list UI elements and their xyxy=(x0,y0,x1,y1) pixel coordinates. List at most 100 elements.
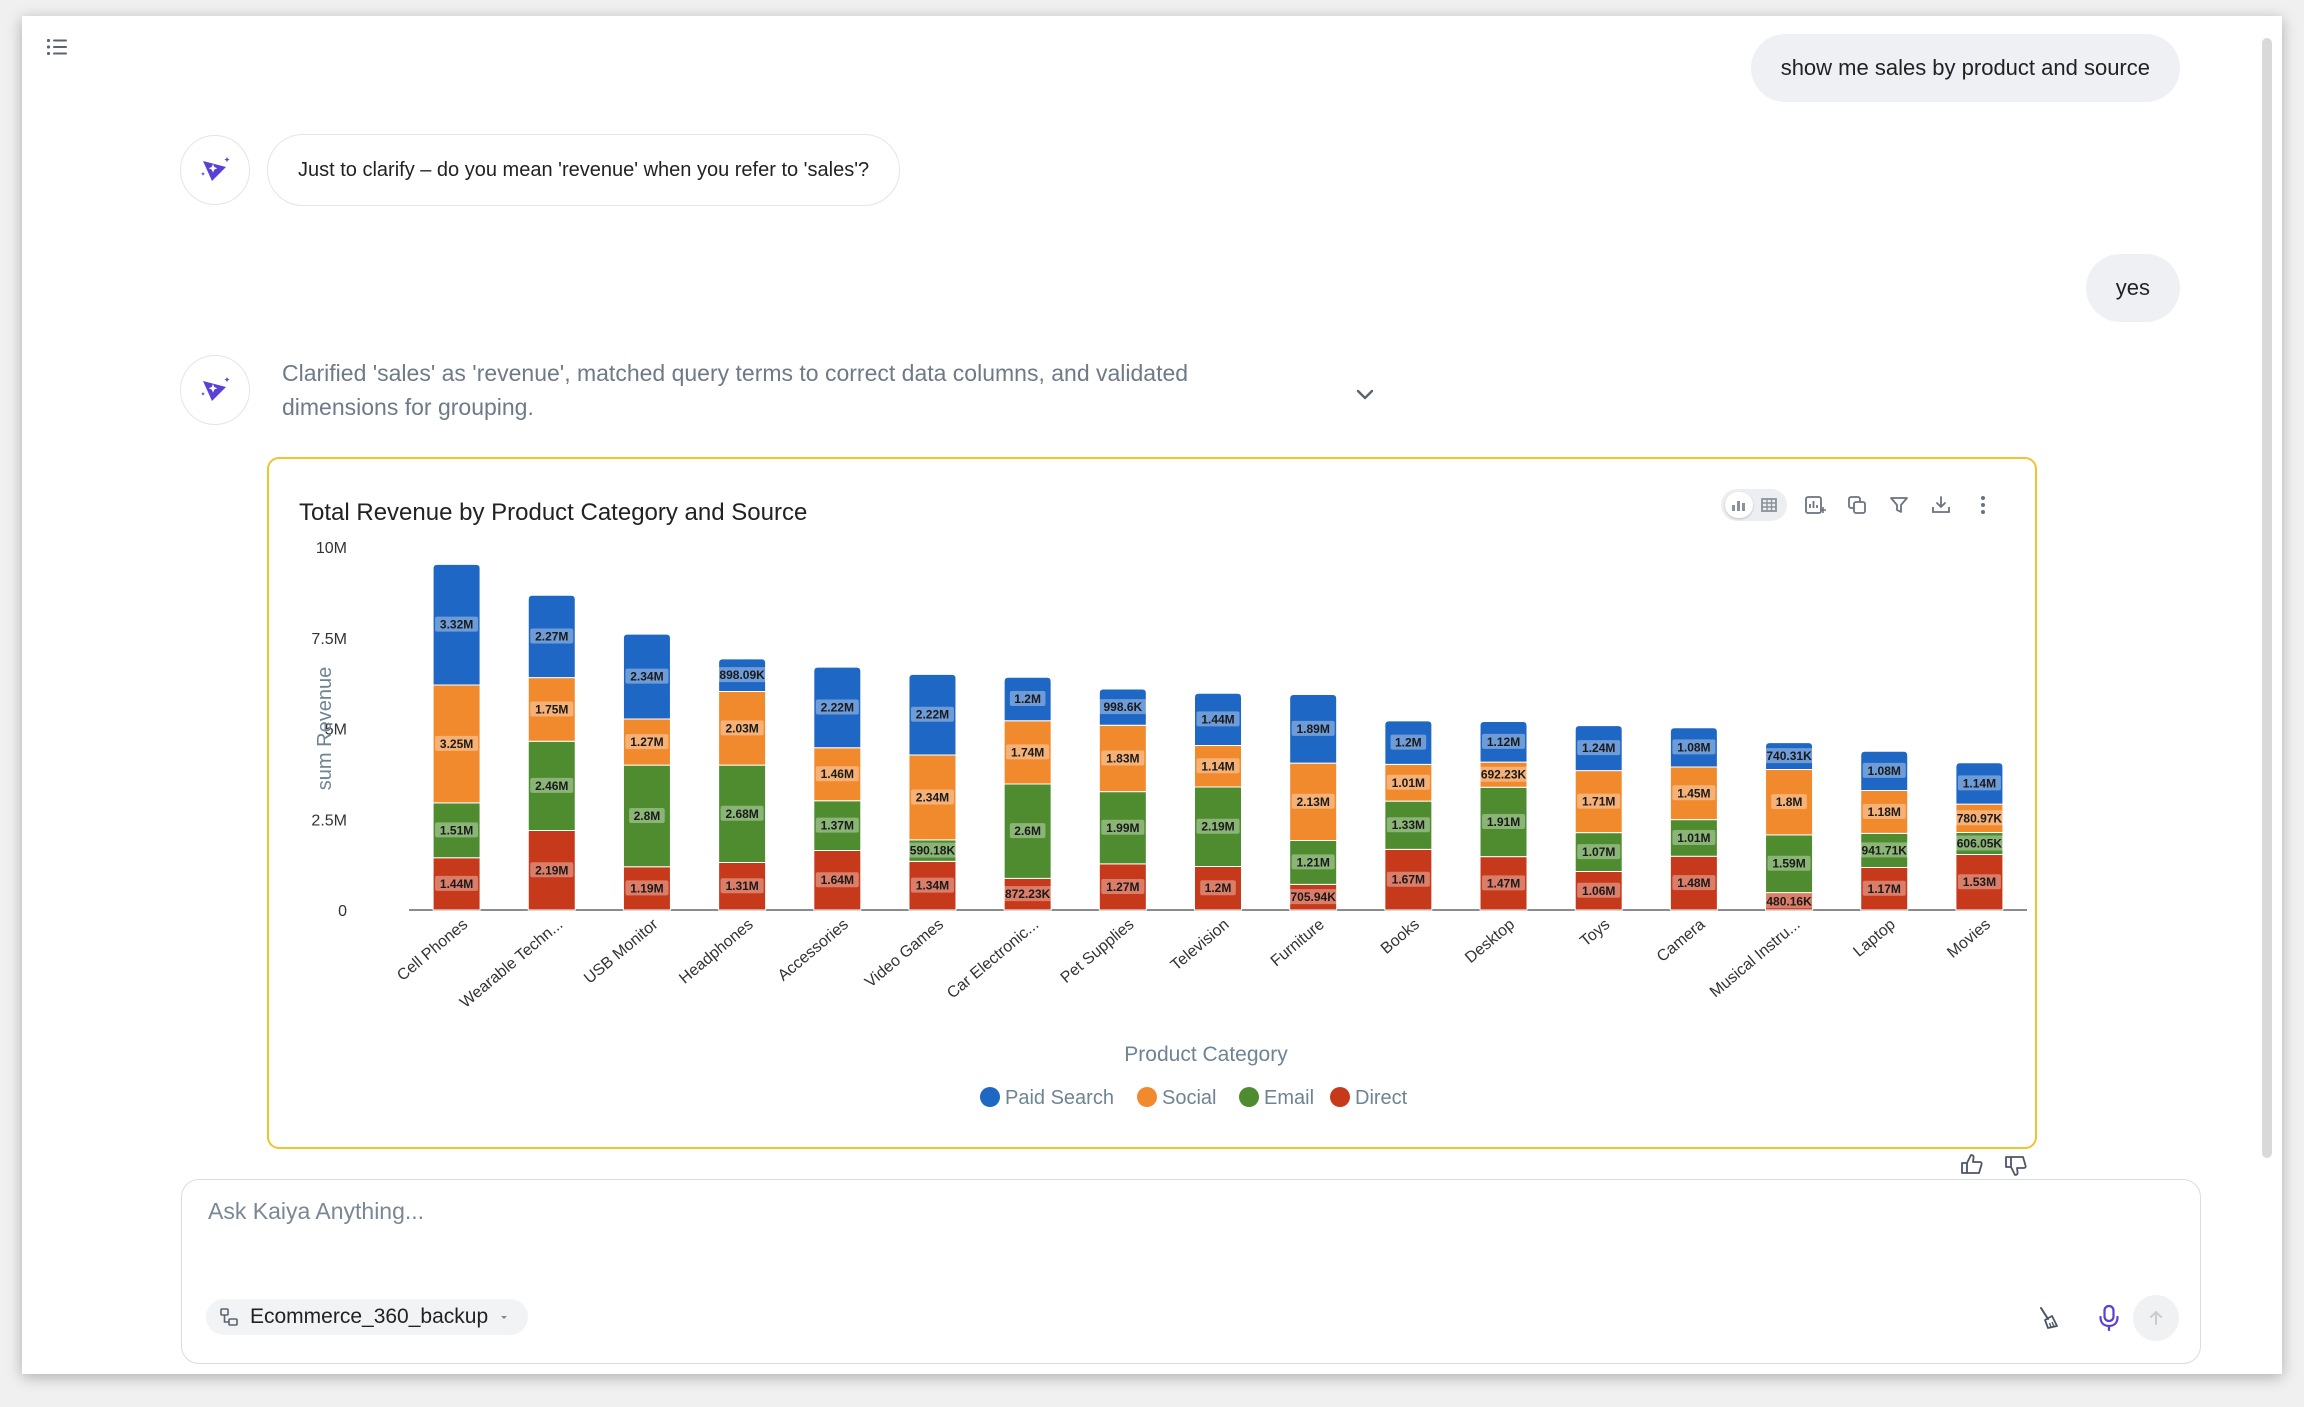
data-label-background xyxy=(720,720,764,736)
data-label: 780.97K xyxy=(1957,811,2003,825)
bar-segment-paid_search[interactable] xyxy=(1289,694,1338,764)
bar-segment-paid_search[interactable] xyxy=(1098,688,1147,726)
data-label-background xyxy=(910,706,954,722)
bar-segment-paid_search[interactable] xyxy=(622,633,671,720)
data-label-background xyxy=(1577,882,1621,898)
bar-segment-paid_search[interactable] xyxy=(432,563,481,686)
dataset-selector[interactable]: Ecommerce_360_backup xyxy=(206,1299,529,1335)
data-label: 1.51M xyxy=(440,823,473,837)
data-label-background xyxy=(1097,699,1149,715)
data-label: 1.44M xyxy=(1201,712,1234,726)
chart-card: Total Revenue by Product Category and So… xyxy=(267,457,2037,1149)
x-tick-label: Headphones xyxy=(676,916,756,987)
data-label-background xyxy=(1482,813,1526,829)
data-label-background xyxy=(815,766,859,782)
data-label-background xyxy=(1196,818,1240,834)
bar-segment-paid_search[interactable] xyxy=(1955,762,2004,805)
data-label: 1.64M xyxy=(821,873,854,887)
data-label: 1.18M xyxy=(1868,805,1901,819)
data-label: 2.22M xyxy=(916,708,949,722)
chart-toolbar xyxy=(1721,487,1997,523)
x-tick-label: Video Games xyxy=(862,916,947,991)
legend-marker-email[interactable] xyxy=(1239,1087,1259,1107)
download-icon[interactable] xyxy=(1927,491,1955,519)
chart-table-toggle[interactable] xyxy=(1721,489,1787,521)
data-label: 1.2M xyxy=(1205,881,1232,895)
thumbs-up-icon[interactable] xyxy=(1957,1150,1987,1180)
data-label: 872.23K xyxy=(1005,887,1051,901)
data-label-background xyxy=(530,862,574,878)
arrow-up-icon xyxy=(2150,1311,2162,1325)
chevron-down-icon[interactable] xyxy=(1352,382,1378,408)
data-label-background xyxy=(910,877,954,893)
bar-segment-paid_search[interactable] xyxy=(1669,727,1718,768)
chat-scrollbar[interactable] xyxy=(2262,38,2272,1158)
data-label: 1.07M xyxy=(1582,845,1615,859)
data-label-background xyxy=(530,777,574,793)
copy-icon[interactable] xyxy=(1843,491,1871,519)
bar-segment-paid_search[interactable] xyxy=(1003,676,1052,722)
microphone-icon[interactable] xyxy=(2092,1301,2126,1335)
data-label-background xyxy=(1672,739,1716,755)
bar-segment-paid_search[interactable] xyxy=(908,673,957,756)
legend-label[interactable]: Email xyxy=(1264,1087,1314,1109)
data-label-background xyxy=(713,667,772,683)
data-label-background xyxy=(1291,793,1335,809)
bar-segment-paid_search[interactable] xyxy=(1384,720,1433,765)
data-label-background xyxy=(1862,762,1906,778)
x-tick-label: Camera xyxy=(1654,916,1709,966)
y-axis-title: sum Revenue xyxy=(314,667,336,790)
y-tick-label: 2.5M xyxy=(311,812,347,829)
data-label: 2.34M xyxy=(630,670,663,684)
chart-view-icon[interactable] xyxy=(1725,492,1753,518)
x-tick-label: Movies xyxy=(1944,916,1994,962)
legend-label[interactable]: Direct xyxy=(1355,1087,1408,1109)
bar-segment-paid_search[interactable] xyxy=(1194,692,1242,747)
dataset-name: Ecommerce_360_backup xyxy=(250,1305,489,1328)
x-tick-label: Books xyxy=(1378,916,1423,958)
x-tick-label: Accessories xyxy=(775,916,852,984)
data-label-background xyxy=(530,701,574,717)
bar-segment-paid_search[interactable] xyxy=(1765,742,1814,771)
data-label: 1.19M xyxy=(630,881,663,895)
data-label: 941.71K xyxy=(1862,843,1908,857)
add-to-board-icon[interactable] xyxy=(1801,491,1829,519)
clear-chat-broom-icon[interactable] xyxy=(2032,1301,2066,1335)
data-label-background xyxy=(910,789,954,805)
x-tick-label: Cell Phones xyxy=(394,916,471,984)
data-label: 1.27M xyxy=(1106,880,1139,894)
bar-segment-paid_search[interactable] xyxy=(813,666,862,749)
bar-segment-paid_search[interactable] xyxy=(527,594,576,679)
table-view-icon[interactable] xyxy=(1755,492,1783,518)
legend-marker-social[interactable] xyxy=(1137,1087,1157,1107)
chart-title: Total Revenue by Product Category and So… xyxy=(299,499,808,526)
assistant-reasoning-text: Clarified 'sales' as 'revenue', matched … xyxy=(282,360,1189,420)
bar-segment-paid_search[interactable] xyxy=(718,658,767,692)
sidebar-toggle-icon[interactable] xyxy=(44,34,70,60)
data-label-background xyxy=(1577,793,1621,809)
app-window: show me sales by product and source Just… xyxy=(22,16,2282,1374)
legend-label[interactable]: Paid Search xyxy=(1005,1087,1114,1109)
data-label: 1.2M xyxy=(1395,736,1422,750)
x-tick-label: Car Electronic... xyxy=(944,916,1042,1002)
caret-down-icon xyxy=(501,1316,508,1319)
data-label: 1.53M xyxy=(1963,875,1996,889)
legend-marker-paid_search[interactable] xyxy=(980,1087,1000,1107)
bar-segment-paid_search[interactable] xyxy=(1860,750,1909,792)
data-label-background xyxy=(1386,817,1430,833)
chat-input[interactable] xyxy=(206,1196,2110,1260)
bar-segment-paid_search[interactable] xyxy=(1479,721,1528,763)
legend-label[interactable]: Social xyxy=(1162,1087,1216,1109)
y-tick-label: 10M xyxy=(316,540,347,557)
x-axis-title: Product Category xyxy=(1124,1043,1288,1066)
data-label-background xyxy=(720,805,764,821)
legend-marker-direct[interactable] xyxy=(1330,1087,1350,1107)
thumbs-down-icon[interactable] xyxy=(2001,1150,2031,1180)
more-options-icon[interactable] xyxy=(1969,491,1997,519)
filter-icon[interactable] xyxy=(1885,491,1913,519)
bar-segment-paid_search[interactable] xyxy=(1574,725,1623,772)
data-label: 1.99M xyxy=(1106,821,1139,835)
x-tick-label: Toys xyxy=(1577,916,1613,950)
send-button[interactable] xyxy=(2133,1295,2179,1341)
data-label: 2.22M xyxy=(821,700,854,714)
